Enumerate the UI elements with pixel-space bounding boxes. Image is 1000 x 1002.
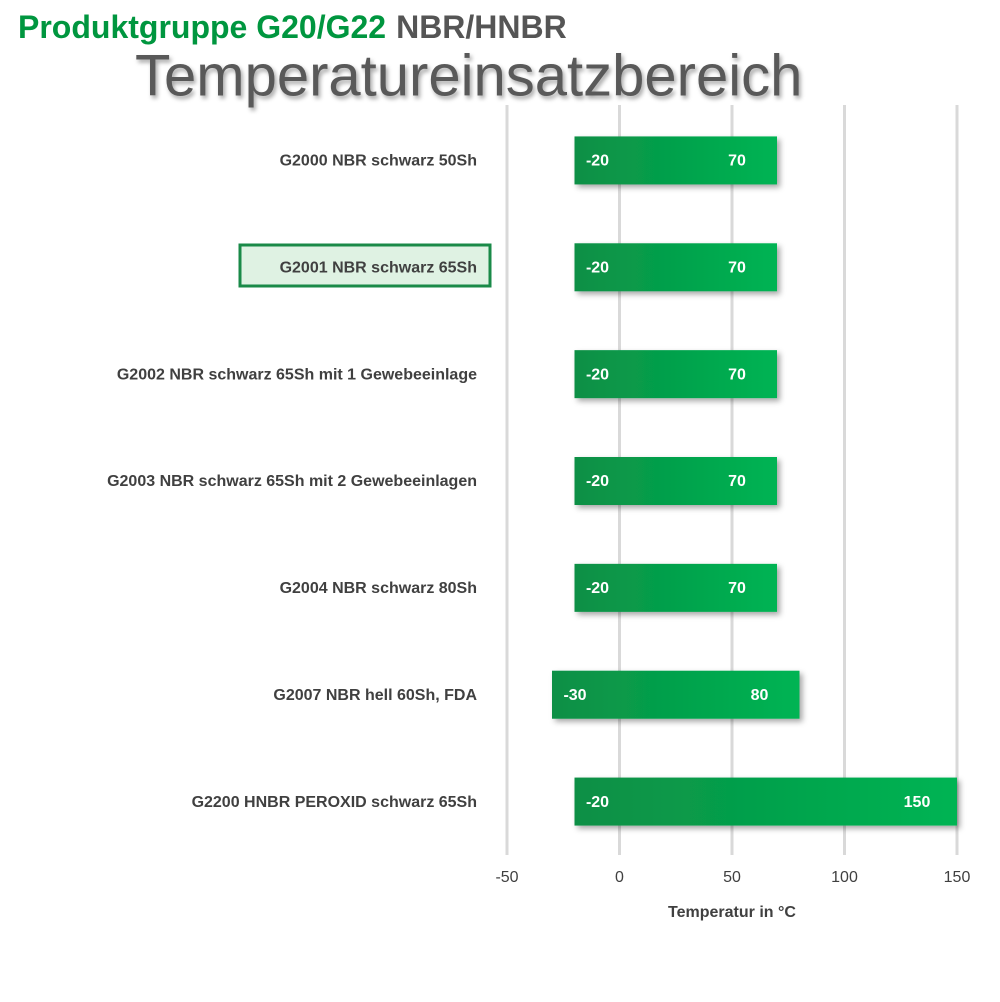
value-label-min: -20	[586, 580, 609, 597]
value-label-max: 70	[728, 366, 746, 383]
category-label: G2002 NBR schwarz 65Sh mit 1 Gewebeeinla…	[117, 366, 477, 383]
bar	[574, 243, 777, 292]
category-label: G2004 NBR schwarz 80Sh	[280, 580, 477, 597]
category-label: G2200 HNBR PEROXID schwarz 65Sh	[192, 794, 477, 811]
category-label: G2003 NBR schwarz 65Sh mit 2 Gewebeeinla…	[107, 473, 477, 490]
plot: -50 0 50 100 150 G2000 NBR schwarz 50Sh -20 70 G…	[107, 105, 970, 886]
category-label: G2007 NBR hell 60Sh, FDA	[273, 687, 477, 704]
value-label-min: -20	[586, 366, 609, 383]
value-label-min: -20	[586, 473, 609, 490]
category-label: G2000 NBR schwarz 50Sh	[280, 153, 477, 170]
value-label-max: 70	[728, 580, 746, 597]
bar	[574, 777, 957, 826]
value-label-max: 150	[904, 794, 931, 811]
value-label-min: -20	[586, 794, 609, 811]
x-tick-label: 150	[944, 869, 971, 886]
value-label-max: 70	[728, 153, 746, 170]
x-axis-title: Temperatur in °C	[668, 904, 796, 921]
value-label-min: -20	[586, 153, 609, 170]
x-tick-label: 100	[831, 869, 858, 886]
subtitle: Temperatureinsatzbereich	[135, 43, 802, 108]
bar	[552, 670, 800, 719]
value-label-max: 70	[728, 260, 746, 277]
bar	[574, 457, 777, 505]
value-label-min: -20	[586, 260, 609, 277]
bar	[574, 563, 777, 612]
category-label: G2001 NBR schwarz 65Sh	[280, 260, 477, 277]
value-label-max: 80	[751, 687, 769, 704]
bar	[574, 350, 777, 399]
x-tick-label: 0	[615, 869, 624, 886]
value-label-max: 70	[728, 473, 746, 490]
value-label-min: -30	[563, 687, 586, 704]
bar	[574, 136, 777, 185]
x-tick-label: 50	[723, 869, 741, 886]
title-main: Produktgruppe G20/G22	[18, 9, 386, 45]
x-tick-label: -50	[495, 869, 518, 886]
title-suffix: NBR/HNBR	[396, 9, 567, 45]
title: Produktgruppe G20/G22 NBR/HNBR	[18, 9, 567, 45]
highlight-box	[238, 243, 492, 288]
